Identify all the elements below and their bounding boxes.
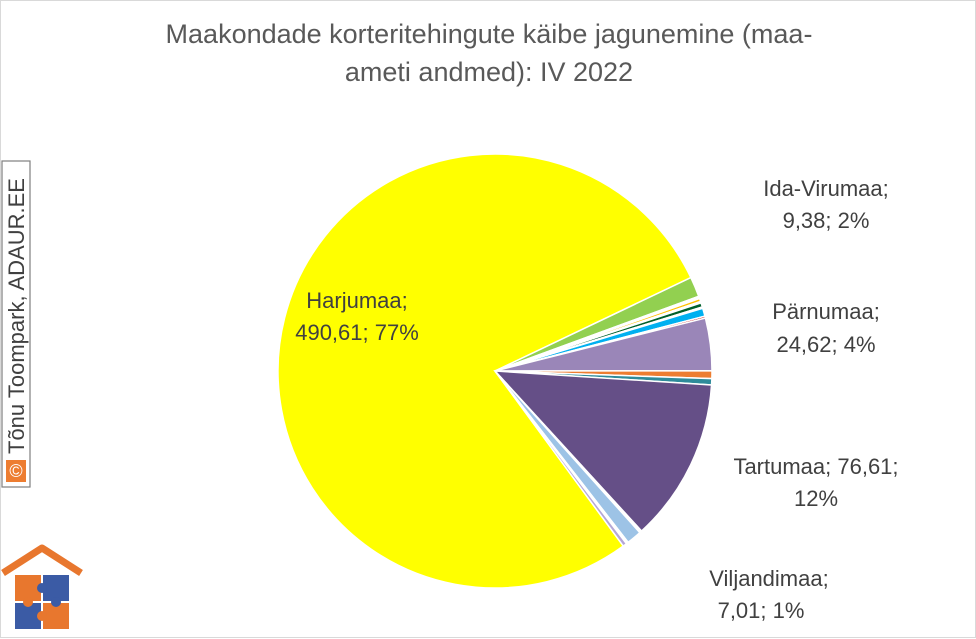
chart-title-line-1: Maakondade korteritehingute käibe jagune…	[166, 19, 813, 49]
label-ida-virumaa-line-2: 9,38; 2%	[783, 208, 870, 233]
label-tartumaa-line-2: 12%	[794, 486, 838, 511]
adaur-logo-icon	[1, 544, 83, 629]
chart-title-line-2: ameti andmed): IV 2022	[345, 57, 633, 87]
pie-slice-harjumaa	[277, 153, 692, 589]
logo-puzzle-piece-2	[43, 575, 69, 601]
label-viljandimaa-line-2: 7,01; 1%	[718, 598, 805, 623]
watermark-text: Tõnu Toompark, ADAUR.EE	[4, 178, 29, 454]
pie-slice-tartumaa	[493, 370, 713, 533]
label-viljandimaa-line-1: Viljandimaa;	[709, 566, 828, 591]
label-ida-virumaa-line-1: Ida-Virumaa;	[763, 176, 889, 201]
label-parnumaa-line-1: Pärnumaa;	[772, 299, 880, 324]
copyright-watermark: © Tõnu Toompark, ADAUR.EE	[1, 160, 31, 488]
logo-puzzle-piece-3	[15, 603, 41, 629]
label-harjumaa-line-1: Harjumaa;	[306, 288, 407, 313]
pie-slice-16	[494, 370, 628, 548]
copyright-icon: ©	[9, 461, 22, 481]
logo-puzzle-piece-1	[15, 575, 41, 601]
copyright-icon-badge	[6, 460, 26, 482]
logo-roof	[1, 544, 83, 576]
label-parnumaa-line-2: 24,62; 4%	[776, 332, 875, 357]
logo-puzzle-piece-4	[43, 603, 69, 629]
label-harjumaa-line-2: 490,61; 77%	[295, 320, 419, 345]
label-tartumaa-line-1: Tartumaa; 76,61;	[733, 454, 898, 479]
pie-slices	[277, 153, 713, 589]
